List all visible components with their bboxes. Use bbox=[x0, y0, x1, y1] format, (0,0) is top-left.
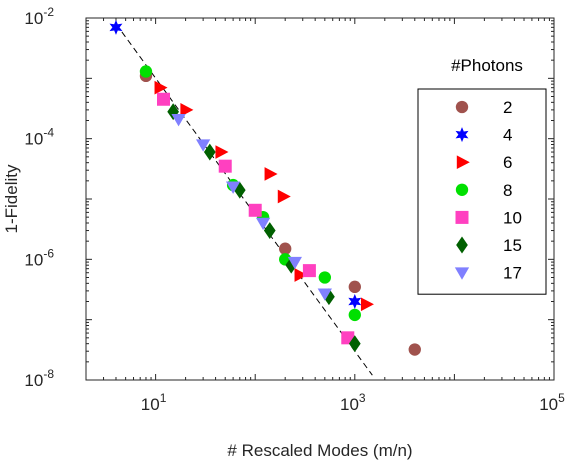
series-17 bbox=[171, 114, 332, 301]
data-point bbox=[195, 139, 211, 152]
data-point bbox=[302, 264, 316, 278]
data-point bbox=[277, 189, 291, 204]
legend-marker bbox=[455, 210, 469, 224]
data-point bbox=[218, 159, 232, 173]
legend-item: 4 bbox=[455, 126, 512, 145]
data-point bbox=[348, 308, 361, 322]
y-axis-label: 1-Fidelity bbox=[2, 164, 21, 233]
legend-label: 6 bbox=[503, 153, 512, 172]
legend: #Photons 2 4 6 8 10 15 17 bbox=[417, 56, 547, 295]
legend-box bbox=[417, 88, 547, 295]
data-point bbox=[287, 256, 302, 270]
series-4 bbox=[109, 19, 362, 309]
data-point bbox=[294, 268, 308, 282]
legend-label: 10 bbox=[503, 208, 522, 227]
data-point bbox=[215, 145, 229, 159]
data-point bbox=[279, 242, 292, 255]
y-tick-label: 10-6 bbox=[24, 246, 54, 269]
legend-marker bbox=[456, 155, 470, 170]
legend-label: 8 bbox=[503, 181, 512, 200]
data-point bbox=[317, 288, 332, 301]
data-point bbox=[109, 19, 123, 35]
fit-line-layer bbox=[115, 23, 373, 376]
x-tick-label: 103 bbox=[340, 391, 366, 414]
data-point bbox=[360, 297, 374, 312]
data-point bbox=[264, 167, 278, 181]
y-tick-label: 10-8 bbox=[24, 367, 54, 390]
legend-marker bbox=[455, 183, 469, 196]
data-point bbox=[348, 294, 362, 309]
data-point bbox=[408, 343, 421, 356]
data-point bbox=[348, 280, 361, 294]
legend-item: 17 bbox=[454, 264, 522, 283]
legend-marker bbox=[454, 267, 470, 280]
legend-item: 2 bbox=[455, 98, 512, 117]
y-tick-label: 10-2 bbox=[24, 5, 54, 28]
data-point bbox=[171, 114, 186, 127]
data-point bbox=[203, 143, 216, 161]
data-point bbox=[180, 103, 194, 117]
data-point bbox=[154, 80, 168, 95]
legend-marker bbox=[455, 127, 469, 143]
data-point bbox=[248, 203, 262, 217]
data-point bbox=[225, 181, 241, 194]
series-6 bbox=[154, 80, 374, 312]
legend-item: 10 bbox=[455, 208, 522, 227]
data-point bbox=[285, 256, 298, 274]
x-axis-label: # Rescaled Modes (m/n) bbox=[227, 441, 412, 460]
fit-line bbox=[115, 23, 373, 376]
legend-item: 6 bbox=[456, 153, 512, 172]
legend-label: 17 bbox=[503, 264, 522, 283]
axis-ticks: 101 103 105 10-8 10-6 10-4 10-2 bbox=[24, 5, 565, 414]
data-points bbox=[109, 19, 421, 356]
legend-label: 2 bbox=[503, 98, 512, 117]
data-point bbox=[139, 65, 153, 78]
legend-label: 4 bbox=[503, 126, 512, 145]
legend-label: 15 bbox=[503, 236, 522, 255]
legend-marker bbox=[455, 100, 469, 114]
data-point bbox=[255, 217, 271, 231]
data-point bbox=[348, 335, 361, 353]
data-point bbox=[157, 92, 171, 106]
legend-item: 8 bbox=[455, 181, 512, 200]
x-tick-label: 105 bbox=[539, 391, 565, 414]
data-point bbox=[263, 222, 276, 239]
x-tick-label: 101 bbox=[141, 391, 167, 414]
legend-marker bbox=[456, 236, 468, 254]
legend-item: 15 bbox=[456, 236, 522, 255]
legend-title: #Photons bbox=[451, 56, 523, 75]
data-point bbox=[318, 271, 332, 284]
y-tick-label: 10-4 bbox=[24, 126, 54, 149]
